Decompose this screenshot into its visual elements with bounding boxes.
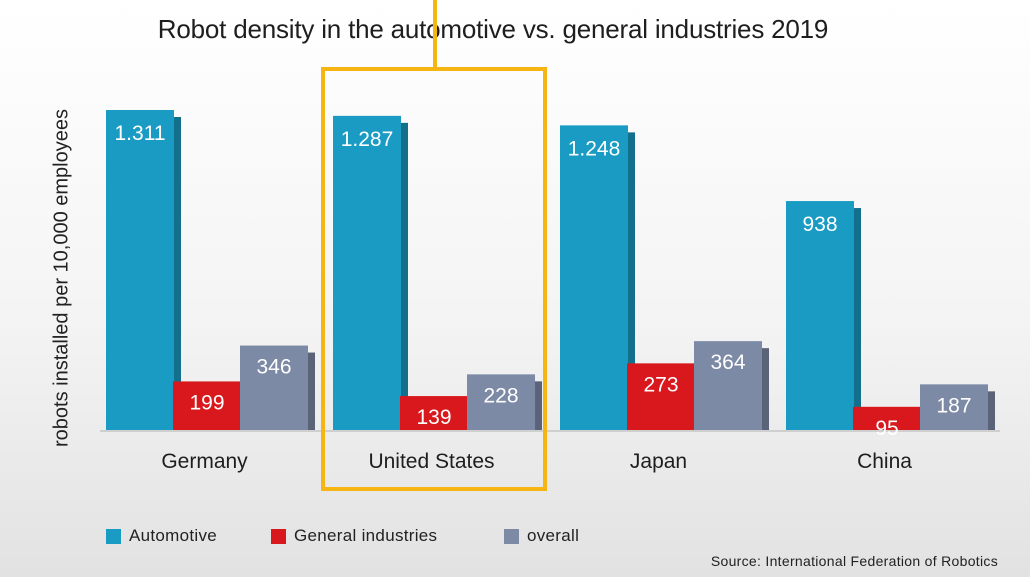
value-label-japan-overall: 364 [710,351,745,374]
category-label-china: China [857,450,912,473]
value-label-germany-overall: 346 [256,356,291,379]
category-label-japan: Japan [630,450,687,473]
value-label-germany-automotive: 1.311 [115,122,166,145]
value-label-united-states-automotive: 1.287 [341,128,394,151]
category-label-united-states: United States [368,450,494,473]
bar-china-overall [920,384,988,430]
value-label-china-overall: 187 [936,394,971,417]
bar-united-states-general-industries [400,396,468,430]
source-note: Source: International Federation of Robo… [710,553,998,569]
bar-united-states-overall [467,374,535,430]
legend-swatch-overall [504,528,519,544]
value-label-united-states-overall: 228 [483,384,518,407]
bar-side-germany-automotive [174,117,181,430]
bar-side-united-states-overall [535,381,542,430]
value-label-united-states-general-industries: 139 [416,406,451,429]
value-label-germany-general-industries: 199 [189,391,224,414]
bar-germany-general-industries [173,381,241,430]
legend-item-automotive: Automotive [106,526,217,546]
bar-side-china-automotive [854,208,861,430]
bar-united-states-automotive [333,115,401,430]
bar-germany-overall [240,345,308,430]
baseline [100,430,1000,432]
value-label-china-automotive: 938 [802,213,837,236]
legend-item-overall: overall [504,526,579,546]
highlight-frame-united-states [321,67,547,491]
bar-side-china-overall [988,391,995,430]
legend-swatch-general-industries [271,528,286,544]
bar-china-general-industries [853,406,921,430]
bar-japan-automotive [560,125,628,431]
category-label-germany: Germany [161,450,248,473]
value-label-china-general-industries: 95 [875,417,898,440]
legend-label-general-industries: General industries [294,526,438,545]
bar-japan-general-industries [627,363,695,430]
value-label-japan-automotive: 1.248 [568,137,621,160]
bar-china-automotive [786,201,854,430]
bar-germany-automotive [106,110,174,430]
legend-item-general-industries: General industries [271,526,437,546]
bar-japan-overall [694,341,762,430]
legend-swatch-automotive [106,528,121,544]
bar-side-germany-overall [308,352,315,430]
legend-label-overall: overall [527,526,580,545]
bar-side-japan-automotive [628,132,635,431]
highlight-pointer-line [433,0,437,67]
bar-side-united-states-automotive [401,122,408,430]
value-label-japan-general-industries: 273 [643,373,678,396]
legend-label-automotive: Automotive [129,526,218,545]
chart-title: Robot density in the automotive vs. gene… [157,14,829,44]
bar-side-japan-overall [762,348,769,430]
